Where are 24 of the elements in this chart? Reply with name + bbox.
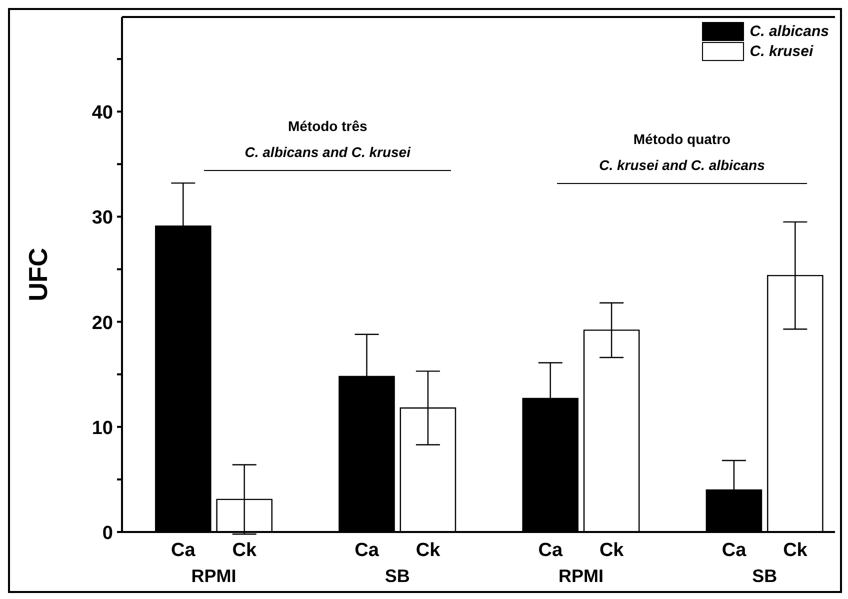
- legend-label: C. krusei: [750, 42, 814, 60]
- x-tick-label: Ck: [599, 540, 624, 561]
- y-tick-label: 10: [92, 418, 113, 439]
- y-tick-label: 40: [92, 102, 113, 124]
- y-axis-title: UFC: [23, 248, 54, 302]
- x-tick-label: Ck: [232, 540, 257, 561]
- text: SB: [751, 566, 778, 587]
- x-tick-label: Ck: [416, 540, 441, 561]
- text: RPMI: [558, 566, 604, 587]
- legend-label: C. albicans: [750, 22, 829, 40]
- x-tick-label: Ca: [722, 540, 747, 561]
- text: RPMI: [190, 566, 238, 587]
- y-tick-label: 20: [92, 312, 113, 334]
- annotation: Método três: [286, 118, 368, 134]
- x-tick-label: Ca: [538, 540, 563, 561]
- x-tick-label: Ca: [354, 540, 380, 561]
- text: SB: [384, 566, 411, 587]
- annotation: Método quatro: [632, 131, 732, 148]
- annotation: C. krusei and C. albicans: [598, 157, 766, 174]
- annotation: C. albicans and C. krusei: [244, 144, 412, 160]
- x-tick-label: Ck: [783, 540, 808, 561]
- x-tick-label: Ca: [171, 540, 196, 561]
- y-tick-label: 0: [102, 523, 113, 544]
- y-tick-label: 30: [92, 208, 113, 229]
